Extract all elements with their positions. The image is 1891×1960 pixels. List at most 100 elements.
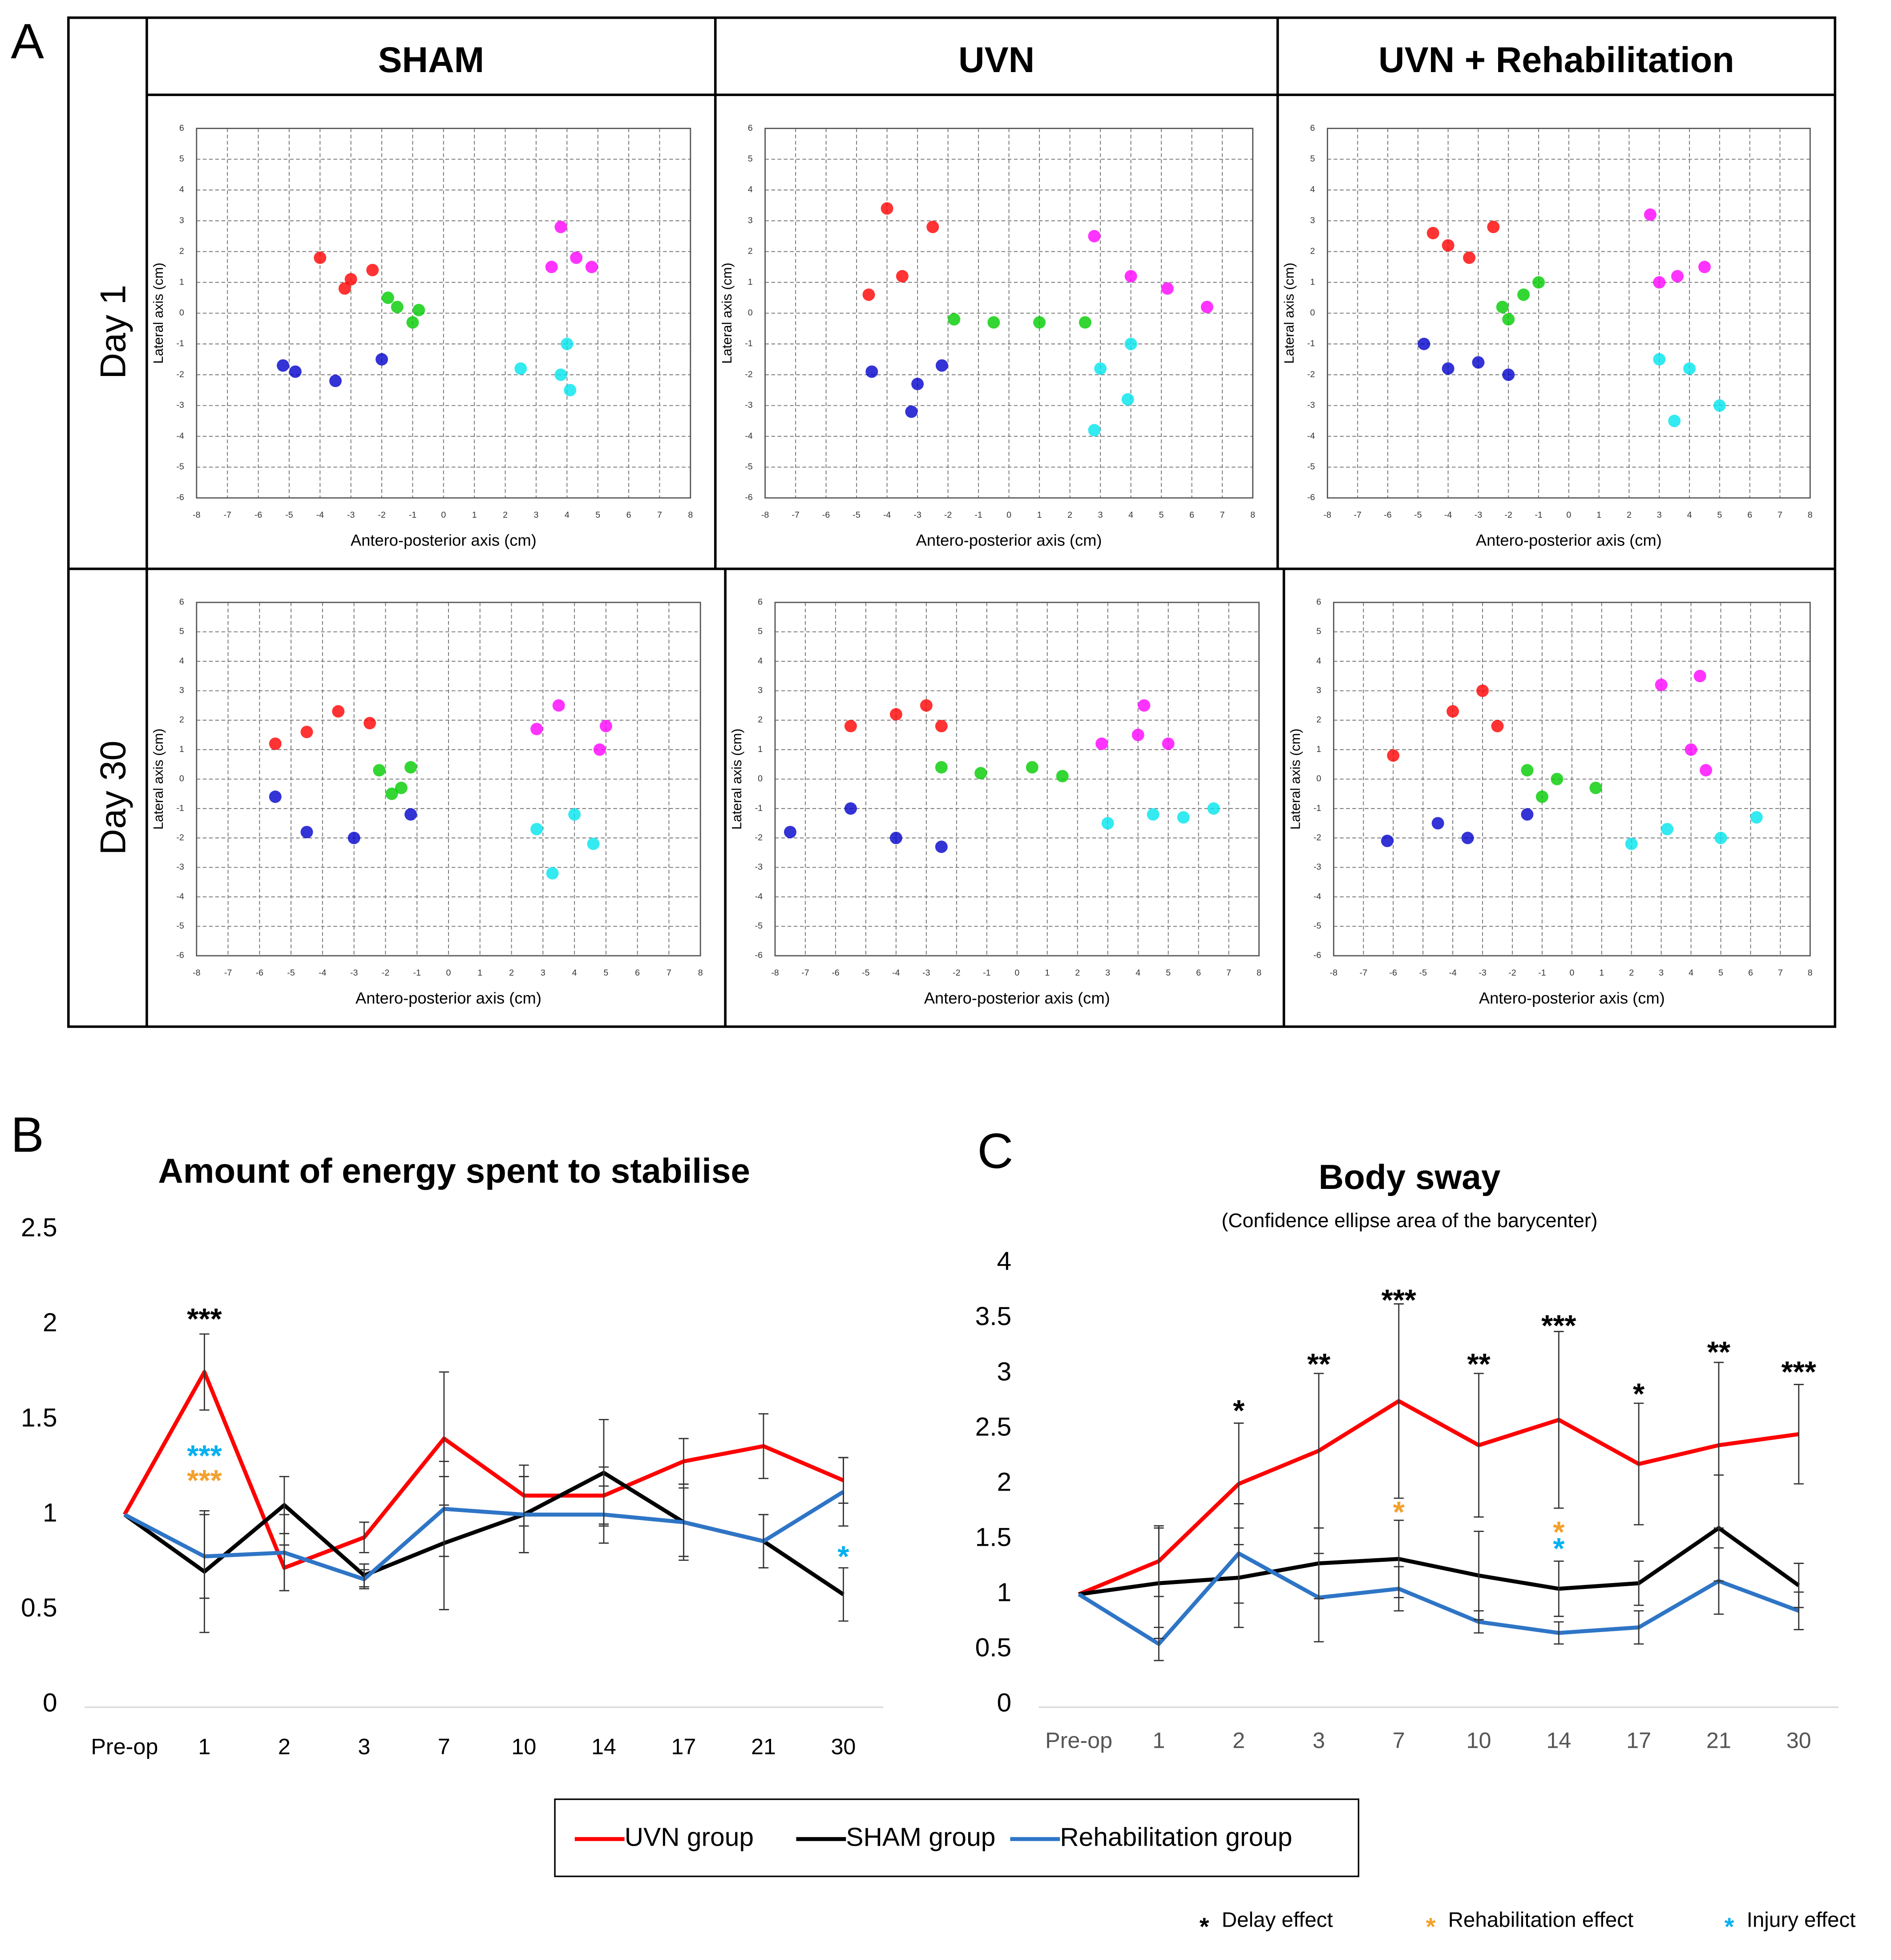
x-tick-label: 2: [278, 1734, 291, 1759]
y-tick-label: -4: [1307, 431, 1315, 441]
y-tick-label: 2: [758, 715, 763, 725]
paw-point: [935, 719, 948, 732]
y-tick-label: 0: [43, 1689, 57, 1718]
x-tick-label: 30: [1786, 1727, 1811, 1753]
paw-point: [347, 832, 360, 845]
paw-point: [1162, 737, 1175, 750]
y-tick-label: 2: [43, 1308, 57, 1337]
y-axis-label: Lateral axis (cm): [1288, 728, 1303, 829]
paw-point: [1496, 300, 1509, 313]
y-tick-label: 6: [758, 597, 763, 607]
y-tick-label: -3: [176, 400, 184, 410]
effect-label: Delay effect: [1222, 1908, 1333, 1932]
x-tick-label: 6: [626, 510, 631, 520]
paw-point: [1200, 300, 1213, 313]
x-tick-label: 1: [1152, 1727, 1165, 1753]
y-tick-label: 4: [179, 185, 184, 194]
y-tick-label: 3: [1310, 215, 1315, 225]
x-tick-label: 0: [1006, 510, 1011, 520]
y-tick-label: 3: [1317, 686, 1321, 695]
column-title: UVN + Rehabilitation: [1378, 40, 1734, 80]
y-tick-label: 1: [758, 744, 763, 754]
paw-point: [1079, 316, 1091, 329]
x-tick-label: 4: [1135, 968, 1140, 978]
y-tick-label: 2.5: [975, 1412, 1012, 1441]
x-tick-label: -1: [1535, 510, 1542, 520]
x-tick-label: -7: [1360, 968, 1367, 978]
x-tick-label: -2: [953, 968, 960, 978]
x-tick-label: 1: [198, 1734, 210, 1759]
y-tick-label: 4: [758, 656, 763, 666]
x-tick-label: 5: [1718, 968, 1723, 978]
effect-label: Rehabilitation effect: [1448, 1908, 1633, 1932]
column-title: UVN: [958, 40, 1034, 80]
x-tick-label: 0: [1014, 968, 1019, 978]
y-tick-label: 2: [1317, 715, 1321, 725]
paw-point: [366, 263, 379, 276]
paw-point: [1131, 728, 1144, 741]
x-tick-label: 8: [688, 510, 693, 520]
x-tick-label: -6: [822, 510, 830, 520]
paw-point: [391, 300, 404, 313]
x-tick-label: -4: [892, 968, 900, 978]
y-tick-label: 4: [748, 185, 753, 194]
paw-point: [1095, 737, 1108, 750]
paw-point: [300, 826, 313, 839]
paw-point: [896, 270, 909, 283]
paw-point: [1661, 823, 1673, 836]
x-axis-label: Antero-posterior axis (cm): [924, 989, 1110, 1007]
x-tick-label: 1: [1045, 968, 1050, 978]
paw-point: [889, 832, 902, 845]
paw-point: [300, 726, 313, 739]
x-tick-label: -4: [319, 968, 327, 978]
paw-point: [1683, 362, 1696, 375]
paw-point: [1088, 424, 1101, 436]
y-tick-label: -1: [755, 803, 763, 813]
y-tick-label: -2: [755, 832, 763, 842]
effect-symbol: *: [1725, 1912, 1734, 1940]
plot-frame: [764, 128, 1254, 499]
x-tick-label: -3: [1475, 510, 1483, 520]
x-tick-label: -8: [1324, 510, 1332, 520]
paw-point: [1502, 368, 1515, 381]
x-tick-label: 3: [541, 968, 545, 978]
significance-annotation: **: [1467, 1348, 1491, 1381]
y-tick-label: 0: [179, 308, 184, 318]
paw-point: [1671, 270, 1684, 283]
paw-point: [1472, 356, 1485, 369]
panel-label: A: [11, 13, 44, 69]
x-tick-label: -1: [413, 968, 420, 978]
chart-title: Body sway: [1318, 1157, 1500, 1196]
paw-point: [1124, 270, 1137, 283]
plot-frame: [774, 602, 1260, 957]
paw-point: [1026, 761, 1038, 774]
paw-point: [329, 375, 342, 388]
significance-annotation: ***: [187, 1464, 222, 1497]
x-axis-label: Antero-posterior axis (cm): [1476, 531, 1662, 549]
x-tick-label: -8: [193, 968, 201, 978]
y-tick-label: 4: [1317, 656, 1321, 666]
paw-point: [1056, 770, 1069, 783]
paw-point: [1121, 393, 1134, 406]
y-tick-label: 5: [179, 154, 184, 164]
x-tick-label: -6: [1390, 968, 1398, 978]
paw-point: [332, 705, 345, 718]
x-tick-label: 0: [1569, 968, 1574, 978]
y-tick-label: 2: [179, 715, 184, 725]
paw-point: [1750, 811, 1763, 824]
paw-point: [935, 761, 948, 774]
y-tick-label: -5: [1307, 462, 1315, 472]
paw-point: [1517, 288, 1530, 301]
y-tick-label: -1: [176, 803, 184, 813]
x-tick-label: 2: [1075, 968, 1080, 978]
y-tick-label: -1: [176, 339, 184, 348]
chart-title: Amount of energy spent to stabilise: [158, 1151, 750, 1190]
significance-annotation: ***: [187, 1439, 222, 1473]
y-tick-label: -5: [755, 921, 763, 931]
significance-annotation: *: [1233, 1394, 1245, 1427]
y-axis-label: Lateral axis (cm): [150, 728, 166, 829]
significance-annotation: ***: [1541, 1309, 1576, 1342]
paw-point: [373, 764, 386, 777]
x-tick-label: -6: [256, 968, 264, 978]
